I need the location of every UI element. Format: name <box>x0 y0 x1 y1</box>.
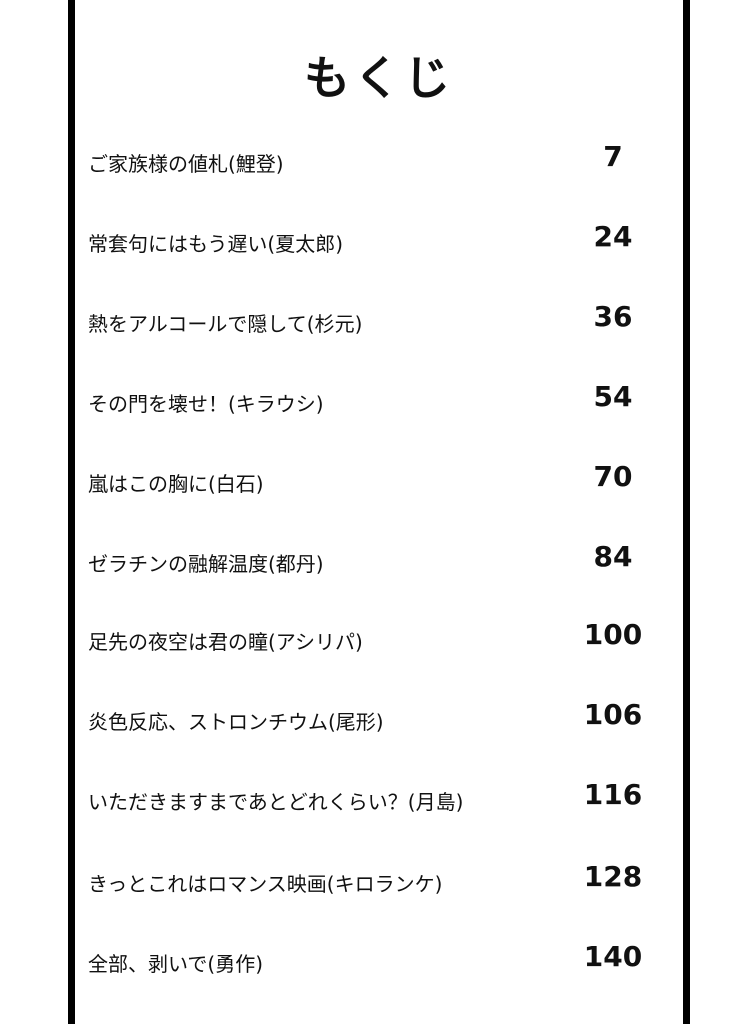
toc-entry: ゼラチンの融解温度(都丹) 84 <box>88 540 668 580</box>
toc-entry-title: 熱をアルコールで隠して(杉元) <box>88 312 363 336</box>
toc-entry-page: 106 <box>583 698 643 731</box>
toc-entry-title: 嵐はこの胸に(白石) <box>88 472 264 496</box>
toc-entry-title: きっとこれはロマンス映画(キロランケ) <box>88 872 443 896</box>
toc-entry: きっとこれはロマンス映画(キロランケ) 128 <box>88 860 668 900</box>
toc-entry-title: ゼラチンの融解温度(都丹) <box>88 552 324 576</box>
toc-entry-page: 36 <box>593 300 633 333</box>
toc-entry-page: 128 <box>583 860 643 893</box>
toc-entry-title: ご家族様の値札(鯉登) <box>88 152 284 176</box>
toc-entry: 嵐はこの胸に(白石) 70 <box>88 460 668 500</box>
page-border-right <box>683 0 690 1024</box>
toc-entry: ご家族様の値札(鯉登) 7 <box>88 140 668 180</box>
toc-entry-page: 140 <box>583 940 643 973</box>
page-border-left <box>68 0 75 1024</box>
toc-entry-page: 84 <box>593 540 633 573</box>
toc-entry: 熱をアルコールで隠して(杉元) 36 <box>88 300 668 340</box>
toc-entry-page: 116 <box>583 778 643 811</box>
toc-entry: 常套句にはもう遅い(夏太郎) 24 <box>88 220 668 260</box>
toc-entry-title: 全部、剥いで(勇作) <box>88 952 264 976</box>
toc-entry-title: いただきますまであとどれくらい？(月島) <box>88 790 464 814</box>
toc-entry: 全部、剥いで(勇作) 140 <box>88 940 668 980</box>
toc-entry: その門を壊せ！(キラウシ) 54 <box>88 380 668 420</box>
toc-entry-title: 炎色反応、ストロンチウム(尾形) <box>88 710 384 734</box>
toc-entry-title: 常套句にはもう遅い(夏太郎) <box>88 232 344 256</box>
toc-entry: 炎色反応、ストロンチウム(尾形) 106 <box>88 698 668 738</box>
toc-entry: 足先の夜空は君の瞳(アシリパ) 100 <box>88 618 668 658</box>
toc-entry-title: 足先の夜空は君の瞳(アシリパ) <box>88 630 363 654</box>
toc-entry-title: その門を壊せ！(キラウシ) <box>88 392 324 416</box>
toc-entry: いただきますまであとどれくらい？(月島) 116 <box>88 778 668 818</box>
page-title: もくじ <box>304 51 454 105</box>
toc-entry-page: 100 <box>583 618 643 651</box>
toc-entry-page: 70 <box>593 460 633 493</box>
toc-entry-page: 24 <box>593 220 633 253</box>
toc-entry-page: 7 <box>603 140 623 173</box>
toc-entry-page: 54 <box>593 380 633 413</box>
